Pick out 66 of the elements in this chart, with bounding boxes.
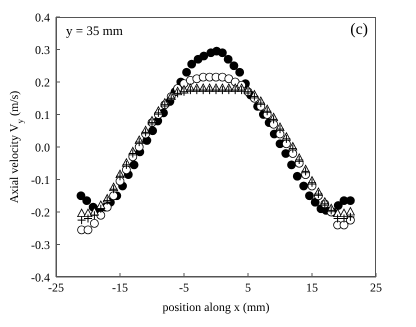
point — [230, 61, 238, 70]
point — [235, 68, 244, 77]
x-tick-label: 15 — [306, 280, 318, 295]
point — [130, 160, 138, 170]
point — [77, 216, 86, 225]
point — [301, 166, 310, 176]
x-tick-label: 5 — [245, 280, 251, 295]
point — [282, 134, 291, 144]
point — [109, 191, 118, 200]
annotation: y = 35 mm — [66, 23, 123, 39]
point — [224, 74, 234, 84]
x-axis-title: position along x (mm) — [162, 300, 270, 314]
point — [310, 198, 320, 207]
point — [237, 86, 246, 95]
point — [305, 191, 314, 200]
y-tick-label: 0.3 — [35, 42, 50, 57]
point — [205, 86, 214, 95]
point — [224, 54, 233, 64]
y-tick-label: 0.1 — [35, 108, 50, 122]
y-tick-label: -0.3 — [31, 238, 50, 252]
point — [334, 201, 343, 210]
point — [186, 86, 195, 95]
y-tick-label: -0.1 — [31, 172, 50, 187]
y-tick-label: -0.4 — [31, 270, 50, 284]
x-tick-label: -25 — [48, 280, 64, 295]
point — [230, 86, 240, 95]
y-tick-label: 0.0 — [35, 140, 50, 154]
annotation: (c) — [350, 21, 368, 39]
point — [84, 225, 92, 234]
point — [198, 86, 208, 95]
point — [308, 178, 316, 188]
point — [90, 210, 99, 220]
y-tick-label: 0.4 — [35, 10, 50, 24]
point — [122, 160, 131, 170]
point — [346, 212, 355, 222]
point — [218, 48, 227, 58]
point — [109, 184, 118, 194]
point — [82, 196, 92, 206]
point — [90, 218, 99, 228]
point — [192, 86, 202, 95]
point — [287, 160, 296, 170]
point — [294, 156, 304, 164]
point — [224, 86, 234, 95]
point — [182, 68, 191, 77]
point — [340, 220, 348, 230]
point — [299, 182, 308, 190]
point — [288, 144, 298, 154]
point — [116, 172, 124, 181]
x-tick-label: -5 — [179, 280, 189, 295]
point — [76, 191, 86, 200]
y-tick-label: 0.2 — [35, 75, 50, 90]
point — [346, 196, 355, 206]
point — [134, 138, 144, 147]
point — [276, 124, 284, 134]
point — [218, 86, 227, 95]
point — [346, 207, 355, 216]
point — [292, 172, 302, 181]
y-tick-label: -0.2 — [31, 205, 50, 220]
x-tick-label: 25 — [370, 280, 382, 295]
point — [199, 52, 208, 60]
point — [212, 86, 220, 95]
point — [180, 87, 188, 96]
point — [84, 214, 92, 223]
point — [148, 126, 158, 136]
point — [187, 60, 196, 69]
x-tick-label: -15 — [112, 280, 128, 295]
